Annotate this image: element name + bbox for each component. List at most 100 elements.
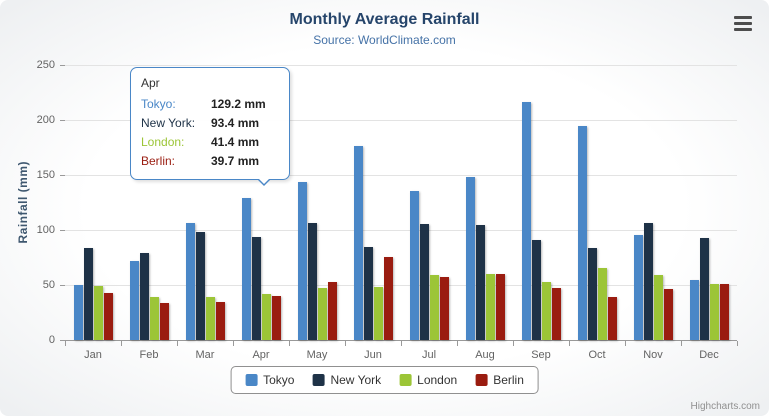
bar-group-nov	[625, 65, 681, 340]
bar-berlin-sep[interactable]	[551, 288, 561, 340]
x-axis-tick	[569, 341, 570, 346]
bar-new-york-dec[interactable]	[699, 238, 709, 340]
bar-london-may[interactable]	[317, 288, 327, 340]
legend-item-berlin[interactable]: Berlin	[475, 373, 524, 387]
legend-item-london[interactable]: London	[399, 373, 457, 387]
tooltip-row: London: 41.4 mm	[141, 135, 279, 149]
bar-tokyo-aug[interactable]	[465, 177, 475, 340]
bar-berlin-nov[interactable]	[663, 289, 673, 340]
bar-new-york-jul[interactable]	[419, 224, 429, 340]
x-axis-tick	[625, 341, 626, 346]
y-axis-tick-label: 200	[36, 114, 55, 126]
x-axis-label-nov: Nov	[643, 349, 663, 361]
bar-new-york-sep[interactable]	[531, 240, 541, 340]
legend-label: London	[417, 373, 458, 387]
bar-london-nov[interactable]	[653, 275, 663, 340]
bar-group-jan	[65, 65, 121, 340]
bar-tokyo-jan[interactable]	[73, 285, 83, 340]
bar-group-oct	[569, 65, 625, 340]
y-axis-tick-label: 50	[42, 279, 55, 291]
bar-tokyo-sep[interactable]	[521, 102, 531, 340]
bar-tokyo-nov[interactable]	[633, 235, 643, 340]
bar-london-sep[interactable]	[541, 282, 551, 340]
chart-title: Monthly Average Rainfall	[289, 11, 480, 28]
bar-new-york-oct[interactable]	[587, 248, 597, 340]
x-axis-label-feb: Feb	[139, 349, 159, 361]
bar-group-dec	[681, 65, 737, 340]
bar-berlin-mar[interactable]	[215, 302, 225, 340]
x-axis-label-aug: Aug	[475, 349, 495, 361]
bar-new-york-apr[interactable]	[251, 237, 261, 340]
bar-new-york-aug[interactable]	[475, 225, 485, 340]
bar-berlin-jun[interactable]	[383, 257, 393, 340]
legend-item-tokyo[interactable]: Tokyo	[245, 373, 294, 387]
legend: Tokyo New York London Berlin	[230, 366, 539, 394]
bar-group-jul	[401, 65, 457, 340]
bar-london-jun[interactable]	[373, 287, 383, 340]
tooltip-series-value: 39.7 mm	[211, 154, 260, 168]
legend-item-new-york[interactable]: New York	[312, 373, 381, 387]
x-axis-tick	[681, 341, 682, 346]
bar-london-oct[interactable]	[597, 268, 607, 340]
bar-berlin-dec[interactable]	[719, 284, 729, 340]
bar-new-york-mar[interactable]	[195, 232, 205, 340]
x-axis-tick	[65, 341, 66, 346]
bar-tokyo-mar[interactable]	[185, 223, 195, 340]
x-axis-tick	[345, 341, 346, 346]
legend-swatch-icon	[399, 374, 412, 386]
x-axis-tick	[233, 341, 234, 346]
x-axis-label-may: May	[306, 349, 328, 361]
bar-berlin-jul[interactable]	[439, 277, 449, 340]
bar-london-jan[interactable]	[93, 286, 103, 340]
plot-area	[65, 65, 737, 341]
bar-berlin-apr[interactable]	[271, 296, 281, 340]
bar-tokyo-feb[interactable]	[129, 261, 139, 340]
y-axis-tick-label: 250	[36, 59, 55, 71]
tooltip-category: Apr	[141, 76, 160, 90]
hamburger-line	[734, 28, 752, 31]
bar-london-jul[interactable]	[429, 275, 439, 340]
bar-berlin-may[interactable]	[327, 282, 337, 340]
bar-new-york-may[interactable]	[307, 223, 317, 340]
bar-new-york-nov[interactable]	[643, 223, 653, 340]
bar-new-york-jan[interactable]	[83, 248, 93, 340]
tooltip-callout-arrow	[257, 178, 271, 186]
x-axis-label-jan: Jan	[84, 349, 102, 361]
gridline	[65, 65, 737, 66]
bar-london-apr[interactable]	[261, 294, 271, 340]
bar-tokyo-jun[interactable]	[353, 146, 363, 340]
x-axis-label-sep: Sep	[531, 349, 551, 361]
x-axis-label-dec: Dec	[699, 349, 719, 361]
bar-london-feb[interactable]	[149, 297, 159, 340]
bar-berlin-jan[interactable]	[103, 293, 113, 340]
bar-berlin-aug[interactable]	[495, 274, 505, 340]
gridline	[65, 175, 737, 176]
legend-label: Tokyo	[263, 373, 295, 387]
bar-london-dec[interactable]	[709, 284, 719, 340]
bar-berlin-oct[interactable]	[607, 297, 617, 340]
credits-link[interactable]: Highcharts.com	[690, 401, 760, 412]
bar-tokyo-oct[interactable]	[577, 126, 587, 340]
bar-london-aug[interactable]	[485, 274, 495, 340]
y-axis-tick	[60, 175, 65, 176]
tooltip-series-label: Berlin:	[141, 154, 176, 168]
bar-tokyo-jul[interactable]	[409, 191, 419, 340]
tooltip-row: New York: 93.4 mm	[141, 116, 279, 130]
bar-tokyo-may[interactable]	[297, 182, 307, 340]
bar-tokyo-apr[interactable]	[241, 198, 251, 340]
legend-swatch-icon	[245, 374, 258, 386]
bar-london-mar[interactable]	[205, 297, 215, 340]
gridline	[65, 120, 737, 121]
tooltip-row: Tokyo: 129.2 mm	[141, 97, 279, 111]
bar-new-york-feb[interactable]	[139, 253, 149, 340]
bar-berlin-feb[interactable]	[159, 303, 169, 340]
bar-tokyo-dec[interactable]	[689, 280, 699, 340]
hamburger-line	[734, 16, 752, 19]
hamburger-line	[734, 22, 752, 25]
x-axis-tick	[457, 341, 458, 346]
export-menu-icon[interactable]	[731, 14, 755, 33]
y-axis-tick	[60, 120, 65, 121]
bar-new-york-jun[interactable]	[363, 247, 373, 340]
tooltip-series-label: London:	[141, 135, 185, 149]
